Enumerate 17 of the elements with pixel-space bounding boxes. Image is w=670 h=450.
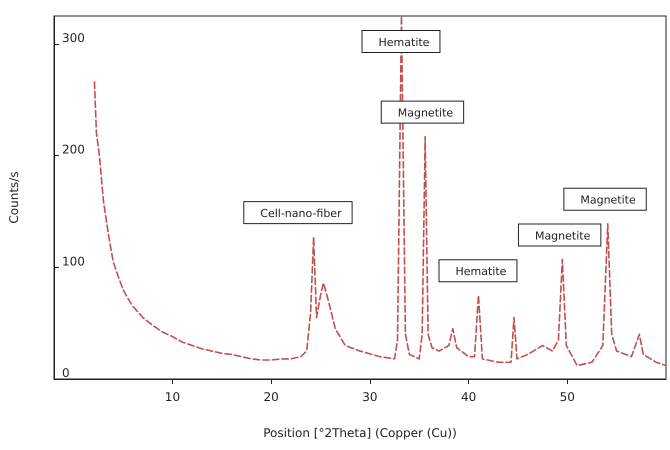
- x-axis-title: Position [°2Theta] (Copper (Cu)): [263, 426, 457, 440]
- annotation: Hematite: [378, 36, 430, 49]
- x-tick-label: 40: [460, 390, 476, 404]
- y-tick-label: 200: [62, 142, 85, 157]
- annotation: Hematite: [456, 265, 507, 278]
- x-tick-label: 10: [164, 390, 180, 404]
- annotation: Magnetite: [580, 194, 636, 207]
- y-tick-label: 100: [62, 254, 85, 268]
- y-axis-title: Counts/s: [7, 171, 21, 224]
- x-tick-label: 20: [264, 390, 279, 404]
- y-tick-label: 0: [62, 366, 70, 380]
- x-tick-label: 30: [362, 390, 378, 404]
- annotation: Magnetite: [534, 229, 591, 242]
- annotation: Magnetite: [398, 106, 454, 120]
- y-tick-label: 300: [62, 30, 85, 45]
- annotation: Cell-nano-fiber: [260, 207, 342, 220]
- x-tick-label: 50: [560, 390, 575, 404]
